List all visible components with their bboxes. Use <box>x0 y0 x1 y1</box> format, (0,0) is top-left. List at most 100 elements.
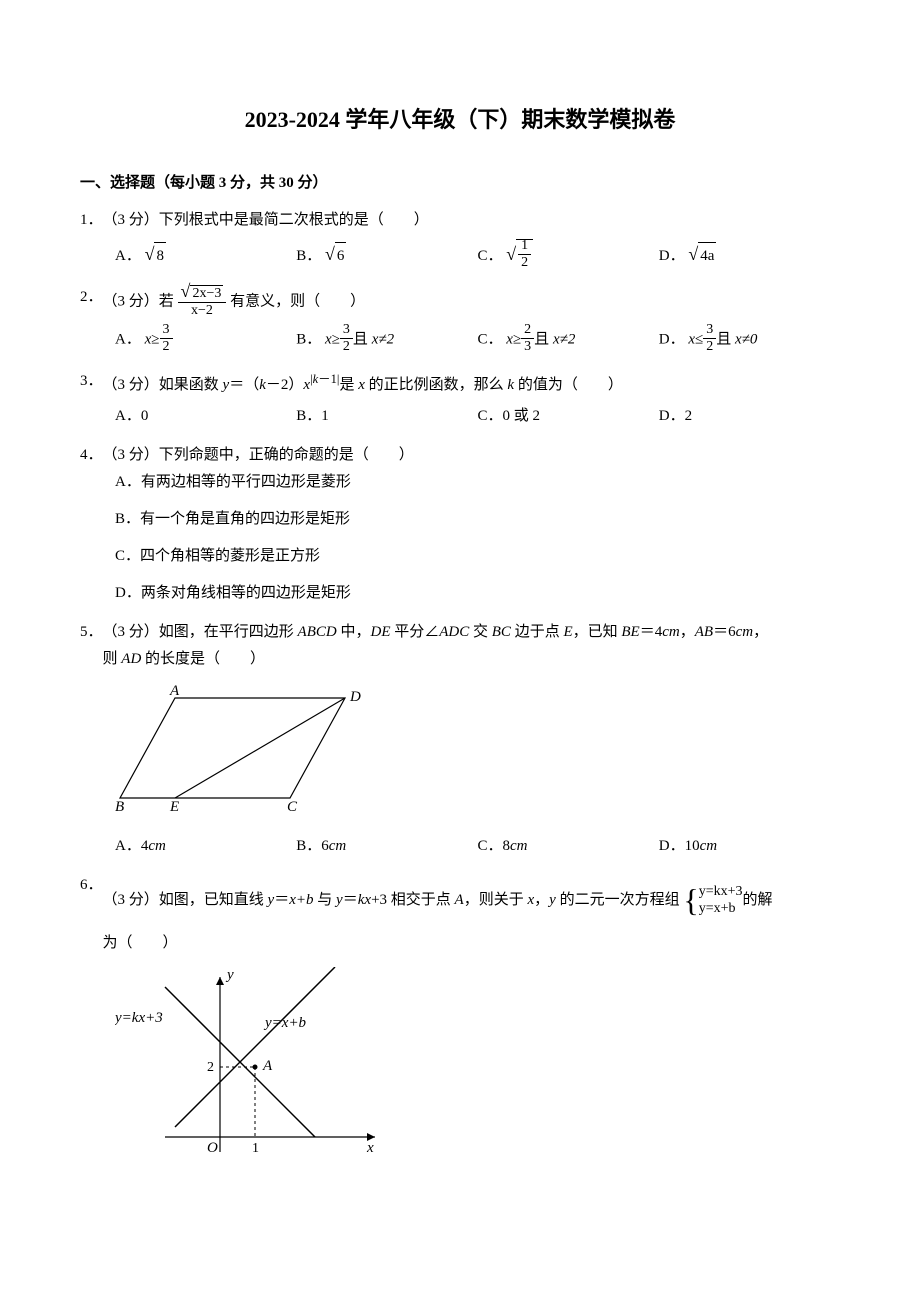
question-6: 6． （3 分）如图，已知直线 y＝x+b 与 y＝kx+3 相交于点 A，则关… <box>80 872 840 1177</box>
q5-cm1: cm <box>662 624 680 640</box>
q2-opt-c: C． x≥23且 x≠2 <box>478 324 659 356</box>
q6-line2: y=x+b <box>263 1015 307 1031</box>
q4-stem: 下列命题中，正确的命题的是（ ） <box>159 447 414 463</box>
q5-eq2: ＝6 <box>713 624 736 640</box>
q2-pre: 若 <box>159 294 174 310</box>
q4-opt-d: D．两条对角线相等的四边形是矩形 <box>115 580 840 607</box>
q5-opt-d: D．10cm <box>659 833 840 860</box>
q5-lbl-a: A <box>169 683 180 699</box>
q2-d-le: ≤ <box>695 332 703 348</box>
q6-A: A <box>455 892 464 908</box>
q6-figure: y x O 1 2 A y=kx+3 y=x+b <box>115 967 840 1177</box>
q2-a-den: 2 <box>160 339 173 354</box>
q5-lbl-d: D <box>349 689 361 705</box>
q5-oa: A．4 <box>115 838 148 854</box>
q6-p3: +3 <box>371 892 387 908</box>
q2-num: 2． <box>80 284 103 320</box>
q6-sys1: y=kx+3 <box>699 884 743 901</box>
q5-od: D．10 <box>659 838 700 854</box>
q2-c-and: 且 <box>534 332 553 348</box>
question-5: 5． （3 分）如图，在平行四边形 ABCD 中，DE 平分∠ADC 交 BC … <box>80 619 840 860</box>
q5-adc: ADC <box>439 624 469 640</box>
q6-sys2: y=x+b <box>699 901 743 918</box>
q2-c-x: x <box>506 332 513 348</box>
q3-c: 的正比例函数，那么 <box>365 377 508 393</box>
q6-c: 相交于点 <box>387 892 455 908</box>
q2-b-num: 3 <box>340 322 353 338</box>
q1-opt-d: D． √4a <box>659 238 840 272</box>
q6-pb: +b <box>296 892 314 908</box>
q6-y2: y <box>336 892 343 908</box>
q6-text: （3 分）如图，已知直线 y＝x+b 与 y＝kx+3 相交于点 A，则关于 x… <box>103 872 840 957</box>
q2-d-label: D． <box>659 332 685 348</box>
q3-a: 如果函数 <box>159 377 223 393</box>
q5-num: 5． <box>80 619 103 673</box>
q5-eq1: ＝4 <box>640 624 663 640</box>
q2-frac-den: x−2 <box>178 303 227 318</box>
q2-d-and: 且 <box>716 332 735 348</box>
q6-ylabel: y <box>225 967 234 983</box>
q1-b-label: B． <box>296 248 321 264</box>
q5-opt-b: B．6cm <box>296 833 477 860</box>
q6-kx: kx <box>358 892 371 908</box>
q5-f: ，已知 <box>573 624 622 640</box>
q1-c-label: C． <box>478 248 503 264</box>
q5-c: 平分∠ <box>390 624 439 640</box>
q2-opt-d: D． x≤32且 x≠0 <box>659 324 840 356</box>
q1-a-val: 8 <box>154 242 166 270</box>
q3-k: k <box>259 377 266 393</box>
q1-num: 1． <box>80 207 103 234</box>
q6-xlabel: x <box>366 1140 374 1156</box>
q2-b-ne: x≠2 <box>372 332 394 348</box>
q2-b-ge: ≥ <box>332 332 340 348</box>
q4-num: 4． <box>80 442 103 469</box>
q3-opt-c: C．0 或 2 <box>478 403 659 430</box>
q2-b-den: 2 <box>340 339 353 354</box>
q3-points: （3 分） <box>103 377 159 393</box>
q2-d-den: 2 <box>703 339 716 354</box>
q5-points: （3 分） <box>103 624 159 640</box>
q5-cm2: cm <box>736 624 754 640</box>
question-4: 4． （3 分）下列命题中，正确的命题的是（ ） A．有两边相等的平行四边形是菱… <box>80 442 840 607</box>
q2-c-ge: ≥ <box>513 332 521 348</box>
q2-text: （3 分）若 √2x−3x−2 有意义，则（ ） <box>103 284 840 320</box>
q5-lbl-e: E <box>169 799 179 813</box>
q5-bc: BC <box>492 624 511 640</box>
q5-comma: ， <box>680 624 695 640</box>
q6-one: 1 <box>252 1141 259 1156</box>
q3-m2: －2） <box>266 377 304 393</box>
q5-a: 如图，在平行四边形 <box>159 624 298 640</box>
q4-opt-c: C．四个角相等的菱形是正方形 <box>115 543 840 570</box>
q6-x1: x <box>289 892 296 908</box>
q1-points: （3 分） <box>103 212 159 228</box>
q5-g: ， <box>753 624 768 640</box>
q6-Albl: A <box>262 1058 273 1074</box>
q6-comma: ， <box>534 892 549 908</box>
q1-a-label: A． <box>115 248 141 264</box>
q3-eb: －1| <box>318 372 339 386</box>
q2-a-label: A． <box>115 332 141 348</box>
q5-be: BE <box>621 624 639 640</box>
q3-b: 是 <box>339 377 358 393</box>
q3-opt-d: D．2 <box>659 403 840 430</box>
q5-text: （3 分）如图，在平行四边形 ABCD 中，DE 平分∠ADC 交 BC 边于点… <box>103 619 840 673</box>
q6-two: 2 <box>207 1060 214 1075</box>
q2-d-num: 3 <box>703 322 716 338</box>
q4-opt-a: A．有两边相等的平行四边形是菱形 <box>115 469 840 496</box>
q2-opt-a: A． x≥32 <box>115 324 296 356</box>
q6-O: O <box>207 1140 218 1156</box>
q2-opt-b: B． x≥32且 x≠2 <box>296 324 477 356</box>
q5-d: 交 <box>469 624 492 640</box>
question-3: 3． （3 分）如果函数 y＝（k－2）x|k－1|是 x 的正比例函数，那么 … <box>80 368 840 430</box>
q4-text: （3 分）下列命题中，正确的命题的是（ ） <box>103 442 840 469</box>
q5-figure: A D B E C <box>115 683 840 823</box>
q6-line1: y=kx+3 <box>115 1010 163 1026</box>
q2-b-and: 且 <box>353 332 372 348</box>
q1-d-val: 4a <box>698 242 716 270</box>
q3-opt-a: A．0 <box>115 403 296 430</box>
q5-ab: AB <box>695 624 713 640</box>
q2-d-x: x <box>688 332 695 348</box>
q5-occm: cm <box>510 838 528 854</box>
q4-points: （3 分） <box>103 447 159 463</box>
q2-b-x: x <box>325 332 332 348</box>
